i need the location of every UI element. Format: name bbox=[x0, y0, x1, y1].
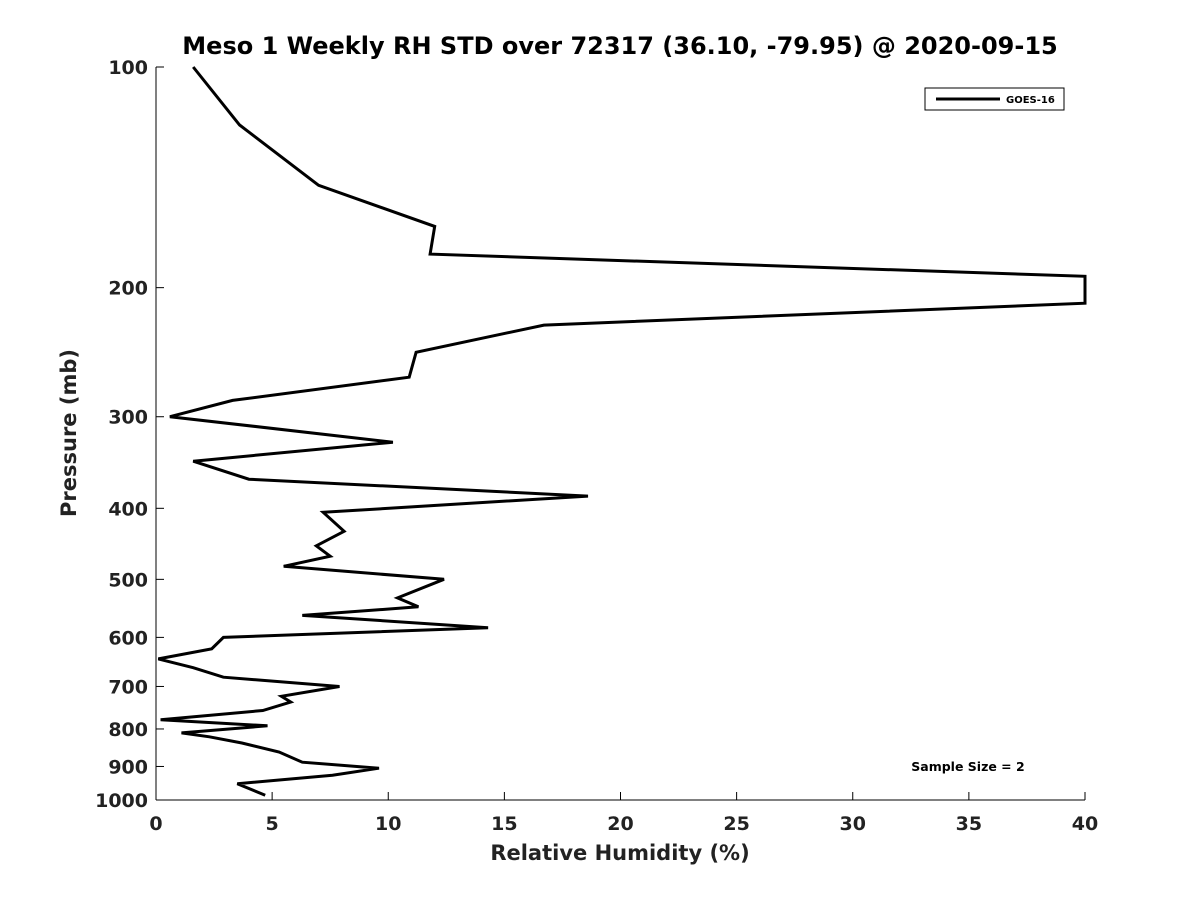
plot-area bbox=[155, 67, 1085, 801]
y-tick-label: 400 bbox=[108, 498, 148, 520]
x-tick-label: 15 bbox=[491, 813, 517, 835]
chart-title: Meso 1 Weekly RH STD over 72317 (36.10, … bbox=[182, 32, 1057, 60]
series-line-goes-16 bbox=[157, 66, 1087, 797]
sample-size-annotation: Sample Size = 2 bbox=[911, 759, 1024, 774]
y-tick-label: 100 bbox=[108, 57, 148, 79]
x-tick-label: 10 bbox=[375, 813, 401, 835]
series-layer bbox=[157, 66, 1087, 797]
y-tick-label: 700 bbox=[108, 676, 148, 698]
legend: GOES-16 bbox=[924, 87, 1065, 111]
y-axis-label: Pressure (mb) bbox=[57, 349, 81, 517]
x-tick-label: 20 bbox=[607, 813, 633, 835]
x-tick-label: 30 bbox=[840, 813, 866, 835]
x-axis-label: Relative Humidity (%) bbox=[490, 841, 749, 865]
y-tick-label: 600 bbox=[108, 627, 148, 649]
x-tick-label: 35 bbox=[956, 813, 982, 835]
y-tick-label: 200 bbox=[108, 278, 148, 300]
y-tick-label: 1000 bbox=[95, 790, 148, 812]
x-tick-label: 5 bbox=[266, 813, 279, 835]
y-tick-label: 500 bbox=[108, 569, 148, 591]
y-ticks: 100 200 300 400 500 600 700 800 900 1000 bbox=[95, 57, 164, 812]
y-tick-label: 800 bbox=[108, 719, 148, 741]
x-tick-label: 0 bbox=[149, 813, 162, 835]
legend-label-goes-16: GOES-16 bbox=[1006, 95, 1055, 106]
x-tick-label: 25 bbox=[723, 813, 749, 835]
x-tick-label: 40 bbox=[1072, 813, 1098, 835]
y-tick-label: 300 bbox=[108, 407, 148, 429]
x-ticks: 0 5 10 15 20 25 30 35 40 bbox=[149, 792, 1098, 835]
y-tick-label: 900 bbox=[108, 756, 148, 778]
